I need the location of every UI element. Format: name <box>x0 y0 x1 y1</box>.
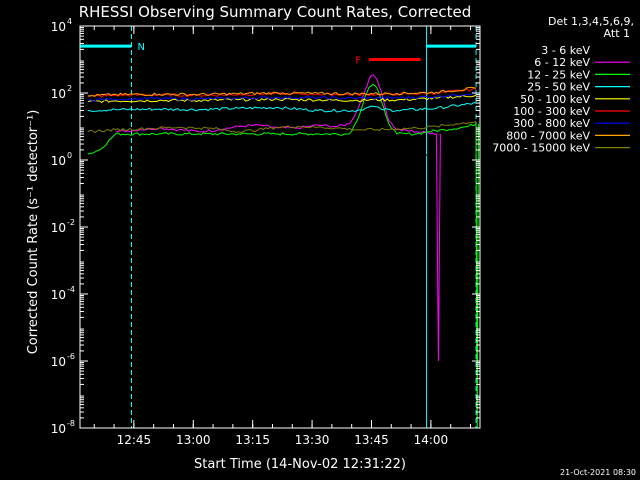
y-axis-label: Corrected Count Rate (s⁻¹ detector⁻¹) <box>26 110 41 355</box>
x-tick-label: 13:45 <box>354 433 389 447</box>
y-tick-label: 10 <box>51 355 66 369</box>
x-axis-label: Start Time (14-Nov-02 12:31:22) <box>194 457 406 472</box>
x-tick-label: 13:00 <box>176 433 211 447</box>
legend-entry-label: 50 - 100 keV <box>520 93 590 106</box>
legend-entry-label: 6 - 12 keV <box>534 56 590 69</box>
legend-entry-label: 3 - 6 keV <box>541 44 590 57</box>
series-line-8 <box>87 121 477 134</box>
series-line-3 <box>87 102 477 113</box>
legend-entry-label: 25 - 50 keV <box>527 81 590 94</box>
y-tick-label: 10 <box>51 154 66 168</box>
legend-header: Att 1 <box>604 27 630 40</box>
plot-area: NF <box>79 26 479 429</box>
annotation-label: F <box>355 56 361 67</box>
x-tick-label: 14:00 <box>414 433 449 447</box>
y-tick-exponent: -4 <box>67 285 75 294</box>
legend-entry-label: 100 - 300 keV <box>513 105 590 118</box>
chart-title: RHESSI Observing Summary Count Rates, Co… <box>79 3 472 21</box>
legend-header: Det 1,3,4,5,6,9, <box>548 15 634 28</box>
legend-entry-label: 12 - 25 keV <box>527 68 590 81</box>
y-tick-exponent: 0 <box>67 151 72 160</box>
y-tick-exponent: -8 <box>67 419 75 428</box>
legend-entry-label: 300 - 800 keV <box>513 117 590 130</box>
y-tick-label: 10 <box>51 221 66 235</box>
series-line-6 <box>87 91 477 102</box>
y-tick-exponent: -2 <box>67 218 75 227</box>
y-tick-exponent: 2 <box>67 84 72 93</box>
legend-entry-label: 800 - 7000 keV <box>506 129 590 142</box>
footer-date: 21-Oct-2021 08:30 <box>560 468 636 477</box>
y-tick-label: 10 <box>51 20 66 34</box>
legend-entry-label: 7000 - 15000 keV <box>492 142 590 155</box>
series-line-0 <box>115 112 429 156</box>
y-tick-label: 10 <box>51 422 66 436</box>
x-tick-label: 13:15 <box>235 433 270 447</box>
y-tick-label: 10 <box>51 87 66 101</box>
series-line-2 <box>87 83 479 429</box>
x-tick-label: 12:45 <box>117 433 152 447</box>
y-tick-exponent: -6 <box>67 352 75 361</box>
y-tick-exponent: 4 <box>67 17 72 26</box>
x-tick-label: 13:30 <box>295 433 330 447</box>
annotation-label: N <box>137 42 144 53</box>
y-tick-label: 10 <box>51 288 66 302</box>
series-line-4 <box>87 94 477 104</box>
series-line-7 <box>87 86 477 97</box>
